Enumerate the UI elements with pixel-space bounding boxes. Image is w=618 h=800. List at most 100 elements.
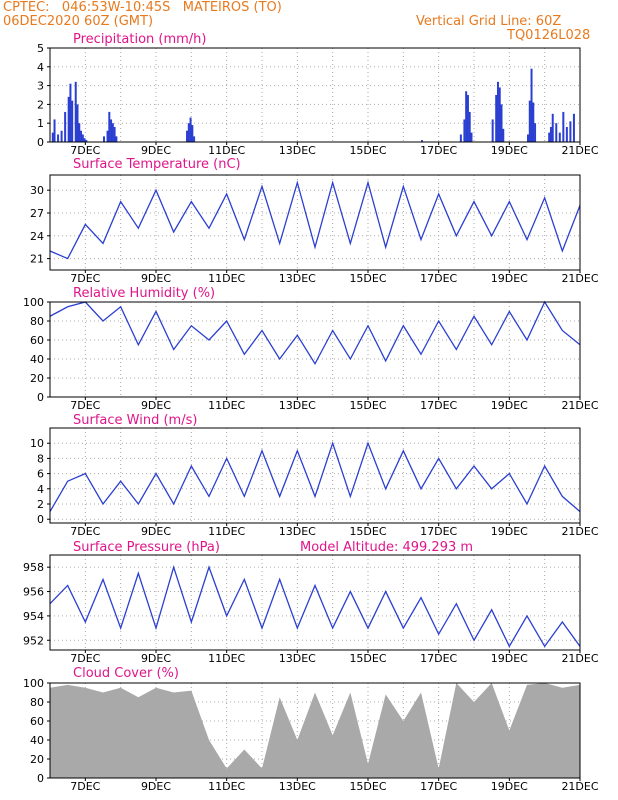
- precip-bar: [491, 119, 494, 142]
- precip-bar: [81, 134, 84, 142]
- y-tick-label: 80: [30, 696, 44, 709]
- precip-bar: [496, 81, 499, 142]
- x-tick-label: 21DEC: [561, 525, 598, 538]
- x-tick-label: 7DEC: [70, 780, 100, 793]
- precip-bar: [528, 100, 531, 142]
- y-tick-label: 0: [37, 391, 44, 404]
- precip-bar: [71, 100, 74, 142]
- x-tick-label: 21DEC: [561, 399, 598, 412]
- x-tick-label: 9DEC: [141, 525, 171, 538]
- header-date: 06DEC2020 60Z (GMT): [3, 14, 154, 29]
- panel-frame: [49, 301, 581, 398]
- y-tick-label: 0: [37, 772, 44, 785]
- precip-bar: [69, 83, 72, 142]
- header-grid-note: Vertical Grid Line: 60Z: [416, 14, 562, 29]
- y-tick-label: 21: [30, 253, 44, 266]
- cloud-cover-area: [50, 683, 580, 778]
- x-tick-label: 17DEC: [420, 399, 457, 412]
- precip-bar: [111, 123, 114, 142]
- y-tick-label: 952: [23, 634, 44, 647]
- y-tick-label: 2: [37, 498, 44, 511]
- series-line: [49, 300, 581, 366]
- panel-frame: [49, 174, 581, 271]
- precip-bar: [421, 140, 423, 142]
- x-tick-label: 19DEC: [491, 780, 528, 793]
- x-tick-label: 15DEC: [349, 525, 386, 538]
- panel-frame: [49, 682, 581, 779]
- y-tick-label: 20: [30, 753, 44, 766]
- x-tick-label: 11DEC: [208, 144, 245, 157]
- panel-title: Surface Pressure (hPa): [73, 540, 220, 555]
- precip-bar: [562, 111, 565, 142]
- x-tick-label: 13DEC: [279, 780, 316, 793]
- x-tick-label: 15DEC: [349, 652, 386, 665]
- precip-bar: [76, 104, 79, 142]
- x-tick-label: 13DEC: [279, 272, 316, 285]
- y-tick-label: 27: [30, 207, 44, 220]
- precip-bar: [468, 111, 471, 142]
- precip-bar: [551, 113, 554, 142]
- precip-bar: [558, 132, 561, 142]
- precip-bar: [470, 132, 473, 142]
- x-tick-label: 17DEC: [420, 652, 457, 665]
- x-tick-label: 17DEC: [420, 272, 457, 285]
- x-tick-label: 7DEC: [70, 525, 100, 538]
- x-tick-label: 9DEC: [141, 652, 171, 665]
- y-tick-label: 8: [37, 452, 44, 465]
- precip-bar: [569, 121, 572, 142]
- x-tick-label: 15DEC: [349, 144, 386, 157]
- precip-bar: [113, 126, 116, 142]
- y-tick-label: 40: [30, 353, 44, 366]
- precip-bar: [191, 125, 194, 142]
- y-tick-label: 958: [23, 561, 44, 574]
- y-tick-label: 0: [37, 136, 44, 149]
- series-line: [49, 180, 581, 260]
- precip-bar: [60, 130, 63, 142]
- precip-bar: [495, 95, 498, 142]
- precip-bar: [549, 126, 552, 142]
- header-location: CPTEC: 046:53W-10:45S MATEIROS (TO): [3, 0, 282, 15]
- precip-bar: [465, 91, 468, 142]
- x-tick-label: 19DEC: [491, 525, 528, 538]
- y-tick-label: 10: [30, 437, 44, 450]
- y-tick-label: 4: [37, 483, 44, 496]
- x-tick-label: 7DEC: [70, 272, 100, 285]
- precip-bar: [534, 123, 537, 142]
- precip-bar: [83, 138, 86, 142]
- precip-bar: [555, 123, 558, 142]
- precip-bar: [57, 134, 60, 142]
- x-tick-label: 11DEC: [208, 272, 245, 285]
- precip-bar: [459, 134, 462, 142]
- y-tick-label: 4: [37, 61, 44, 74]
- precip-bar: [193, 136, 196, 142]
- x-tick-label: 7DEC: [70, 399, 100, 412]
- y-tick-label: 6: [37, 468, 44, 481]
- precip-bar: [53, 119, 56, 142]
- panel-title: Surface Wind (m/s): [73, 413, 197, 428]
- precip-bar: [51, 132, 54, 142]
- y-tick-label: 24: [30, 230, 44, 243]
- x-tick-label: 9DEC: [141, 399, 171, 412]
- model-altitude-label: Model Altitude: 499.293 m: [300, 540, 473, 555]
- y-tick-label: 100: [23, 296, 44, 309]
- y-tick-label: 30: [30, 184, 44, 197]
- x-tick-label: 19DEC: [491, 272, 528, 285]
- x-tick-label: 21DEC: [561, 652, 598, 665]
- x-tick-label: 11DEC: [208, 780, 245, 793]
- panel-title: Surface Temperature (nC): [73, 157, 241, 172]
- precip-bar: [64, 111, 67, 142]
- x-tick-label: 7DEC: [70, 144, 100, 157]
- precip-bar: [103, 136, 105, 142]
- x-tick-label: 21DEC: [561, 780, 598, 793]
- x-tick-label: 15DEC: [349, 272, 386, 285]
- x-tick-label: 9DEC: [141, 272, 171, 285]
- precip-bar: [548, 132, 551, 142]
- y-tick-label: 80: [30, 315, 44, 328]
- precip-bar: [110, 119, 113, 142]
- precip-bar: [106, 130, 109, 142]
- x-tick-label: 17DEC: [420, 780, 457, 793]
- y-tick-label: 40: [30, 734, 44, 747]
- x-tick-label: 7DEC: [70, 652, 100, 665]
- precip-bar: [500, 104, 503, 142]
